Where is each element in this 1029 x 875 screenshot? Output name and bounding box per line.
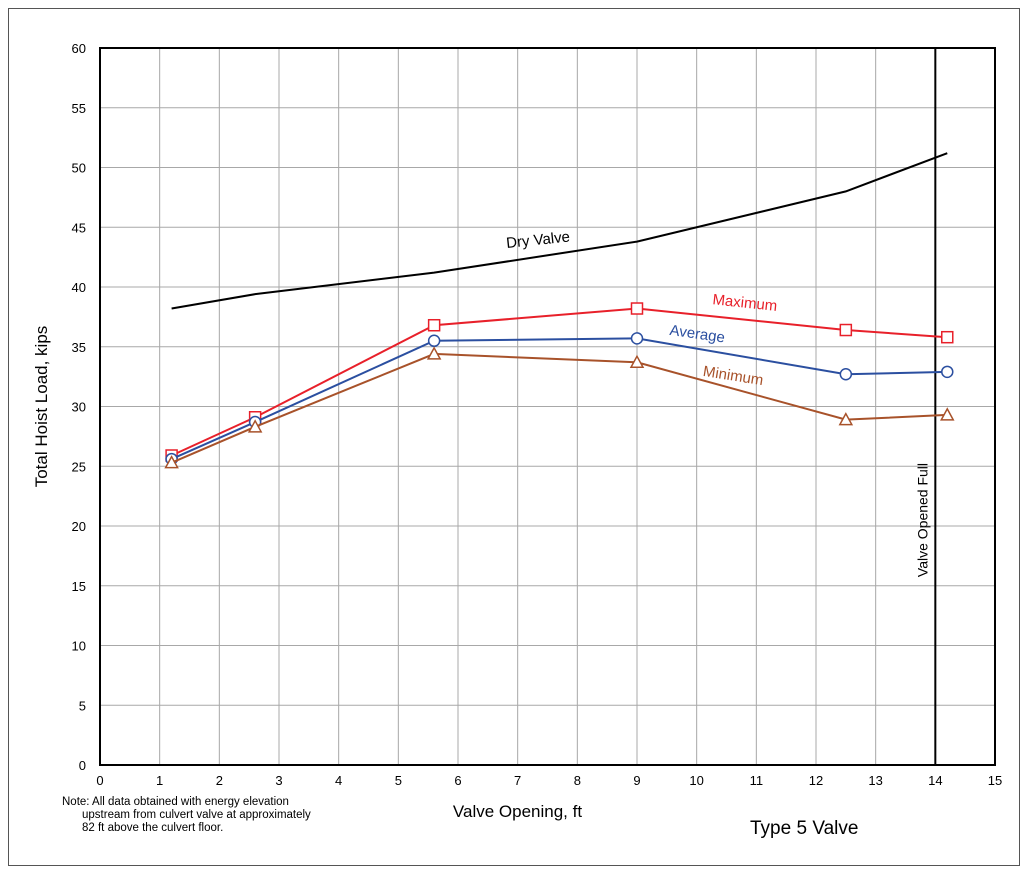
average-series-label: Average: [669, 322, 726, 347]
dry-valve-series-label: Dry Valve: [505, 228, 570, 252]
x-axis-title: Valve Opening, ft: [453, 802, 582, 821]
note-line-1: Note: All data obtained with energy elev…: [62, 796, 289, 808]
x-tick-label: 10: [689, 773, 703, 788]
y-tick-label: 55: [72, 101, 86, 116]
minimum-marker: [247, 419, 263, 433]
y-tick-label: 25: [72, 459, 86, 474]
y-tick-label: 5: [79, 698, 86, 713]
maximum-marker: [630, 302, 644, 315]
minimum-marker: [164, 455, 179, 469]
note-line-3: 82 ft above the culvert floor.: [82, 822, 224, 834]
dry-valve-line: [171, 152, 948, 310]
minimum-marker: [940, 407, 955, 421]
maximum-marker: [941, 330, 954, 344]
x-tick-label: 15: [988, 773, 1002, 788]
average-marker: [630, 332, 644, 345]
axis-layer: [99, 47, 996, 766]
note-line-2: upstream from culvert valve at approxima…: [82, 809, 311, 821]
note-text: Note: All data obtained with energy elev…: [62, 796, 311, 835]
minimum-marker: [629, 354, 645, 369]
y-tick-label: 45: [72, 220, 86, 235]
maximum-series-label: Maximum: [712, 291, 778, 315]
series-layer: [164, 152, 955, 469]
plot-border: [99, 47, 996, 766]
x-tick-label: 9: [633, 773, 640, 788]
type-label: Type 5 Valve: [750, 818, 859, 839]
y-tick-label: 30: [72, 400, 86, 415]
grid-layer: [100, 48, 995, 765]
y-tick-label: 60: [72, 41, 86, 56]
x-tick-label: 13: [868, 773, 882, 788]
valve-opened-full-label: Valve Opened Full: [914, 463, 930, 577]
y-tick-label: 50: [72, 161, 86, 176]
x-tick-label: 12: [809, 773, 823, 788]
maximum-marker: [839, 323, 853, 337]
average-marker: [941, 365, 954, 379]
minimum-marker: [838, 412, 854, 426]
x-tick-label: 6: [454, 773, 461, 788]
x-tick-label: 14: [928, 773, 942, 788]
y-tick-label: 20: [72, 519, 86, 534]
minimum-line: [171, 352, 948, 464]
x-tick-label: 8: [574, 773, 581, 788]
x-tick-label: 5: [395, 773, 402, 788]
maximum-line: [171, 307, 948, 457]
minimum-series-label: Minimum: [702, 363, 765, 389]
y-tick-label: 0: [79, 758, 86, 773]
y-tick-label: 40: [72, 280, 86, 295]
y-axis-title: Total Hoist Load, kips: [32, 326, 51, 488]
x-tick-label: 4: [335, 773, 342, 788]
x-tick-label: 7: [514, 773, 521, 788]
x-tick-label: 3: [275, 773, 282, 788]
y-tick-label: 10: [72, 639, 86, 654]
label-layer: 0 1 2 3 4 5 6 7 8 9 10 11 12 13 14 15051015202530354045…: [32, 41, 1002, 821]
average-marker: [427, 334, 441, 348]
minimum-marker: [426, 346, 442, 360]
y-tick-label: 35: [72, 340, 86, 355]
x-tick-label: 11: [750, 773, 764, 788]
y-tick-label: 15: [72, 579, 86, 594]
average-marker: [839, 367, 853, 381]
x-tick-label: 1: [156, 773, 163, 788]
maximum-marker: [427, 318, 441, 332]
average-line: [171, 337, 948, 460]
x-tick-label: 0: [96, 773, 103, 788]
figure-frame: [8, 8, 1020, 866]
x-tick-label: 2: [216, 773, 223, 788]
